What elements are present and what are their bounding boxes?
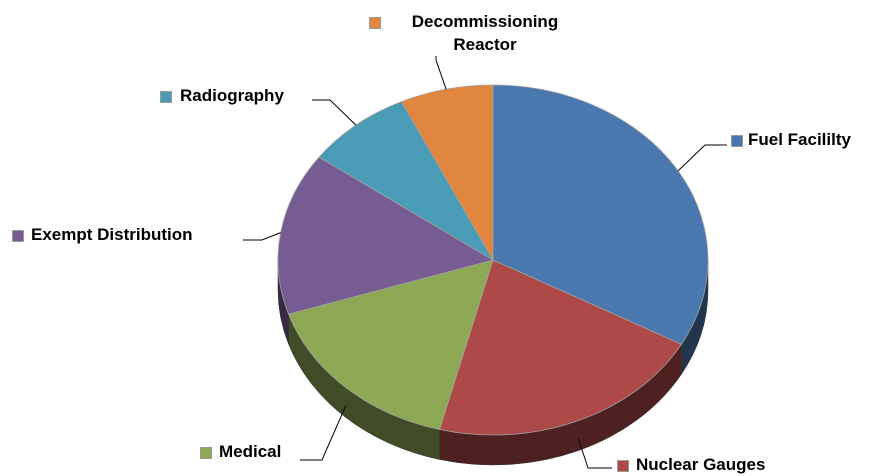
slice-label: Fuel Facililty (748, 130, 851, 149)
legend-swatch (12, 230, 24, 242)
leader-line (435, 56, 447, 90)
leader-line (677, 144, 727, 172)
slice (439, 259, 683, 436)
slice-label: Nuclear Gauges (636, 455, 766, 474)
slice-label: Medical (219, 442, 282, 461)
slice (287, 259, 494, 430)
leader-line (300, 405, 347, 461)
legend-swatch (160, 91, 172, 103)
legend-swatch (617, 460, 629, 472)
legend-swatch (731, 135, 743, 147)
slice (318, 101, 495, 262)
slice-label: Exempt Distribution (31, 225, 193, 244)
leader-line (243, 232, 281, 241)
legend-swatch (369, 17, 381, 29)
slice-label: Radiography (180, 86, 284, 105)
slice (277, 156, 495, 315)
leader-line (577, 438, 612, 469)
legend-swatch (200, 447, 212, 459)
leader-line (312, 99, 357, 126)
slice-label: Decommissioning Reactor (411, 12, 559, 54)
slice (492, 84, 709, 345)
